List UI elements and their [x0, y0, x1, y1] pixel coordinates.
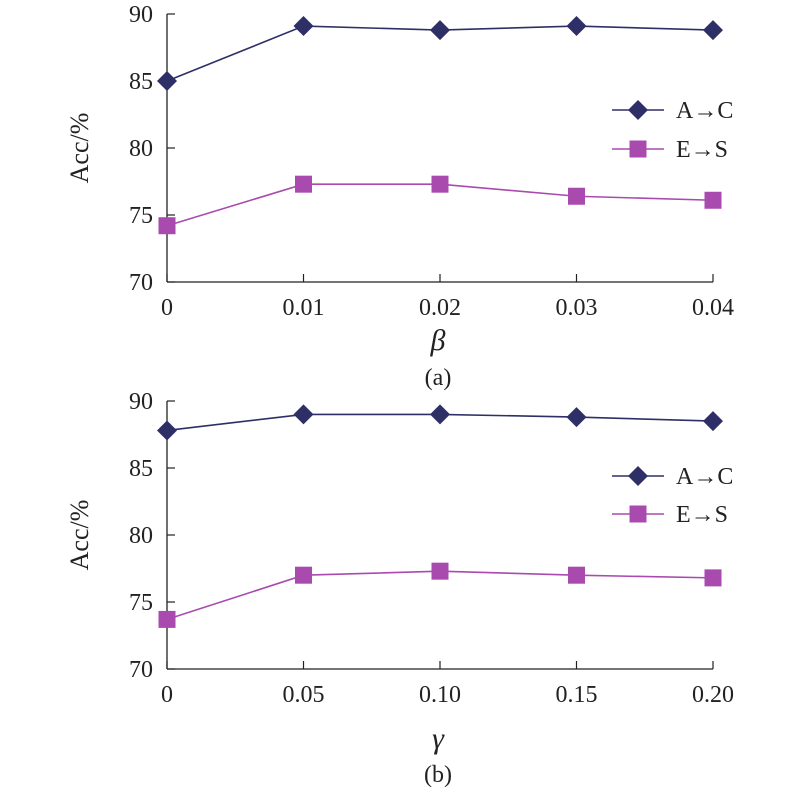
data-point-diamond — [703, 20, 723, 41]
series-e-to-s — [158, 562, 722, 628]
series-a-to-c — [157, 16, 723, 91]
x-tick-label: 0.03 — [556, 295, 598, 321]
data-point-square — [158, 217, 176, 235]
y-tick-label: 70 — [129, 657, 153, 683]
y-tick-label: 85 — [129, 69, 153, 95]
panel-caption: (a) — [425, 365, 452, 391]
legend-label: E→S — [676, 502, 728, 528]
x-tick-label: 0.10 — [419, 682, 461, 708]
data-point-square — [704, 191, 722, 209]
y-tick-label: 80 — [129, 523, 153, 549]
legend-marker-diamond — [628, 466, 648, 486]
data-point-square — [295, 566, 312, 584]
legend-label: E→S — [676, 137, 728, 163]
data-point-diamond — [566, 16, 587, 37]
data-point-diamond — [430, 20, 450, 41]
x-tick-label: 0 — [161, 295, 173, 321]
y-tick-label: 80 — [129, 136, 153, 162]
x-tick-label: 0.02 — [419, 295, 461, 321]
y-tick-label: 90 — [129, 2, 153, 28]
y-axis-label: Acc/% — [65, 113, 94, 184]
data-point-square — [158, 610, 176, 628]
data-point-diamond — [566, 407, 587, 428]
x-tick-label: 0.15 — [556, 682, 598, 708]
x-axis-label: β — [430, 324, 446, 357]
data-point-diamond — [703, 411, 723, 432]
legend: A→C E→S — [612, 98, 733, 163]
legend-marker-diamond — [628, 100, 648, 120]
data-point-square — [431, 562, 449, 580]
legend-label: A→C — [676, 98, 733, 124]
y-axis-label: Acc/% — [65, 500, 94, 571]
data-point-diamond — [293, 16, 314, 37]
series-e-to-s — [158, 175, 722, 235]
data-point-diamond — [157, 71, 177, 91]
legend: A→C E→S — [612, 464, 733, 528]
y-tick-label: 75 — [129, 590, 153, 616]
y-tick-label: 85 — [129, 456, 153, 482]
data-point-diamond — [157, 420, 177, 441]
chart-panel-b: 70 75 80 85 90 0 0.05 0.10 0.15 0.20 Acc/% γ (b) A→C E… — [65, 389, 734, 788]
x-tick-label: 0.04 — [692, 295, 734, 321]
series-a-to-c — [157, 404, 723, 441]
chart-panel-a: 70 75 80 85 90 0 0.01 0.02 0.03 0.04 Acc/% β (a) A→C E… — [65, 2, 734, 391]
y-tick-label: 75 — [129, 203, 153, 229]
data-point-diamond — [293, 404, 314, 425]
data-point-square — [568, 566, 585, 584]
legend-marker-square — [629, 140, 647, 158]
data-point-square — [295, 175, 312, 193]
panel-caption: (b) — [424, 762, 452, 788]
data-point-square — [704, 569, 722, 587]
data-point-diamond — [430, 404, 450, 425]
y-tick-label: 70 — [129, 270, 153, 296]
x-tick-label: 0 — [161, 682, 173, 708]
legend-label: A→C — [676, 464, 733, 490]
y-tick-label: 90 — [129, 389, 153, 415]
x-axis-label: γ — [432, 722, 445, 755]
data-point-square — [431, 175, 449, 193]
legend-marker-square — [629, 505, 647, 523]
data-point-square — [568, 187, 585, 205]
x-tick-label: 0.20 — [692, 682, 734, 708]
x-tick-label: 0.01 — [283, 295, 325, 321]
x-tick-label: 0.05 — [283, 682, 325, 708]
